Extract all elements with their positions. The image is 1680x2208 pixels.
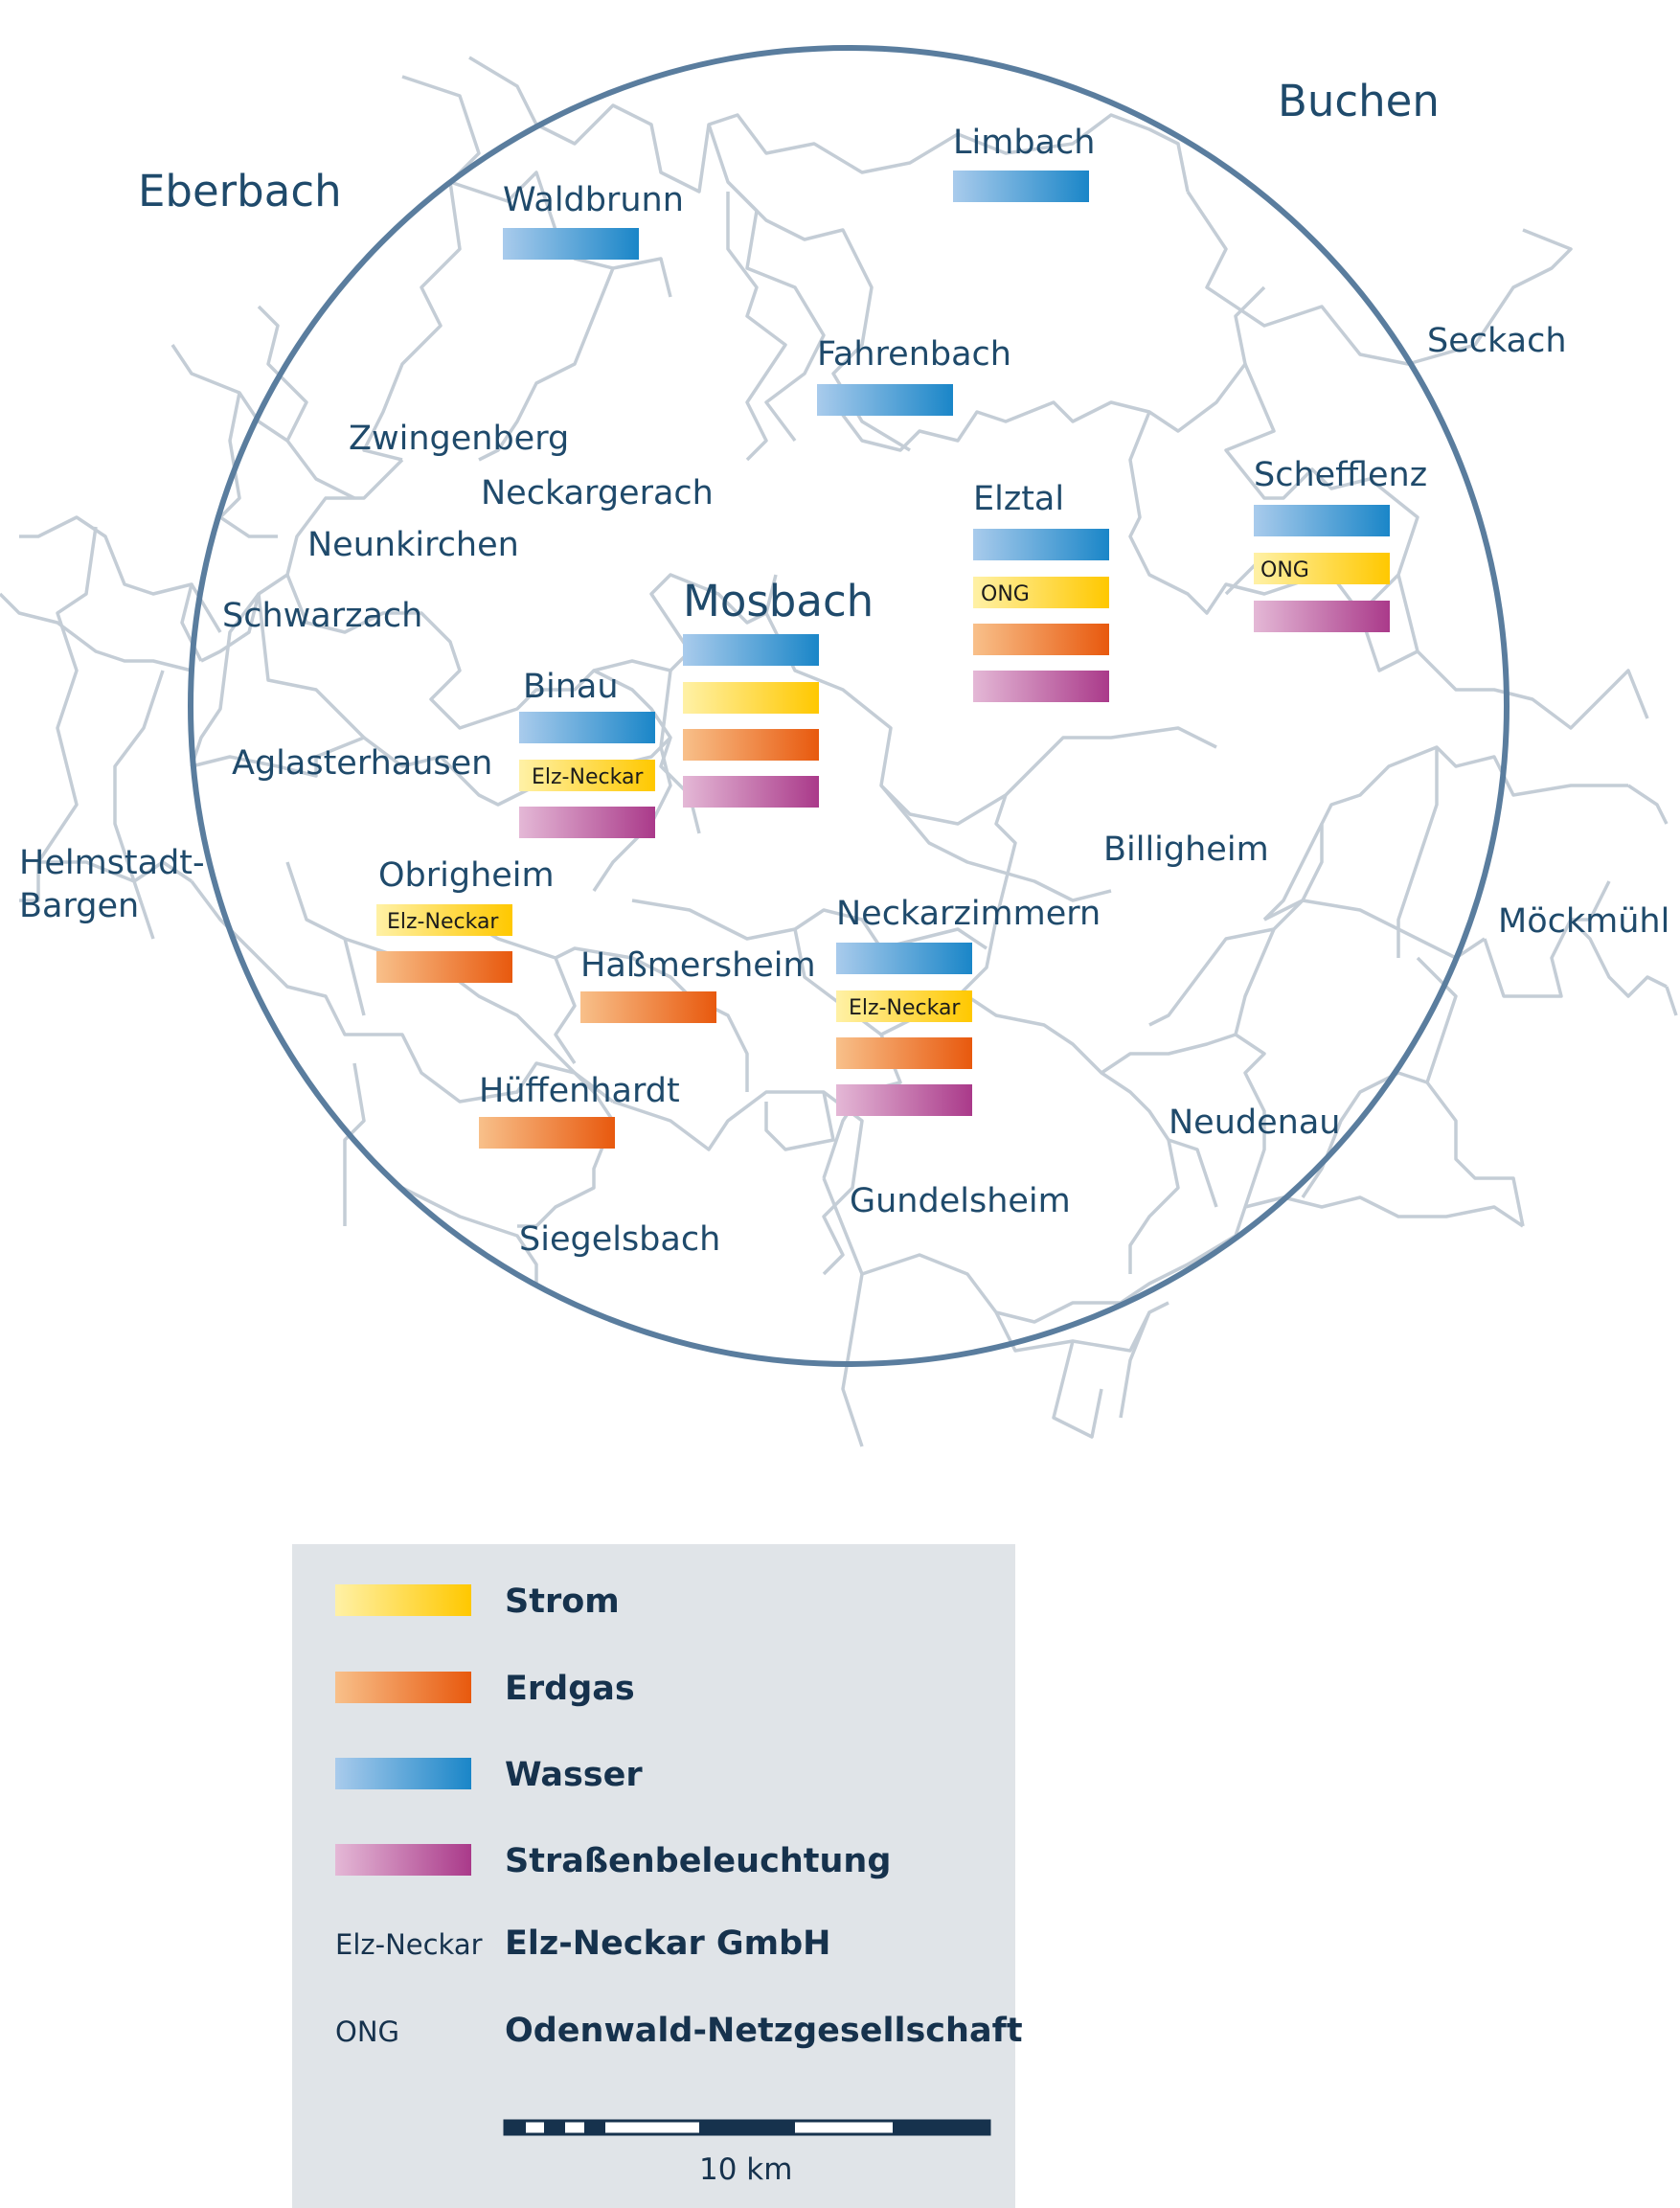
place-waldbrunn: Waldbrunn [503,181,684,219]
legend: Strom Erdgas Wasser Straßenbeleuchtung E… [292,1544,1023,2208]
bar-binau-strom [519,760,655,791]
tag-binau-elz-neckar: Elz-Neckar [532,765,644,789]
legend-label-ong: Odenwald-Netzgesellschaft [505,2012,1023,2050]
bar-schefflenz-strom [1254,553,1390,584]
place-neckarzimmern: Neckarzimmern [836,895,1101,933]
legend-swatch-strassenbeleuchtung [335,1844,471,1876]
service-area-circle [188,45,1510,1367]
bar-limbach-wasser [953,171,1089,202]
place-buchen: Buchen [1278,76,1440,126]
place-seckach: Seckach [1427,322,1567,360]
bar-elztal-strom [973,577,1109,608]
place-zwingenberg: Zwingenberg [349,420,569,458]
bar-mosbach-wasser [683,634,819,666]
legend-swatch-erdgas [335,1672,471,1703]
place-eberbach: Eberbach [138,166,342,216]
bar-mosbach-strom [683,682,819,714]
place-siegelsbach: Siegelsbach [519,1220,720,1259]
place-neunkirchen: Neunkirchen [307,526,519,564]
legend-label-elz-neckar: Elz-Neckar GmbH [505,1924,830,1963]
bar-binau-wasser [519,712,655,743]
place-binau: Binau [523,668,619,706]
place-neudenau: Neudenau [1169,1104,1340,1142]
bar-elztal-strassenbeleuchtung [973,671,1109,702]
place-gundelsheim: Gundelsheim [850,1182,1071,1220]
bar-hueffenhardt-erdgas [479,1117,615,1149]
place-elztal: Elztal [973,480,1064,518]
scale-label: 10 km [699,2152,792,2187]
bar-neckarzimmern-wasser [836,943,972,974]
legend-background [292,1544,1015,2208]
place-helmstadt-line2: Bargen [19,887,139,925]
place-schwarzach: Schwarzach [222,597,422,635]
place-mosbach: Mosbach [683,576,874,626]
place-fahrenbach: Fahrenbach [817,335,1011,374]
place-limbach: Limbach [953,124,1095,162]
bar-neckarzimmern-strom [836,990,972,1022]
bar-mosbach-erdgas [683,729,819,761]
bar-obrigheim-erdgas [376,951,512,983]
place-hassmersheim: Haßmersheim [580,946,816,985]
bar-elztal-erdgas [973,624,1109,655]
bar-mosbach-strassenbeleuchtung [683,776,819,808]
service-bars: ONG ONG Elz-Neckar Elz-Neckar Elz-Neckar [376,171,1390,1149]
bar-hassmersheim-erdgas [580,991,716,1023]
place-hueffenhardt: Hüffenhardt [479,1072,680,1110]
legend-swatch-strom [335,1584,471,1616]
legend-abbr-elz-neckar: Elz-Neckar [335,1928,483,1961]
bar-schefflenz-wasser [1254,505,1390,536]
bar-neckarzimmern-strassenbeleuchtung [836,1084,972,1116]
place-schefflenz: Schefflenz [1254,456,1427,494]
legend-label-erdgas: Erdgas [505,1670,635,1708]
place-obrigheim: Obrigheim [378,856,555,895]
bar-waldbrunn-wasser [503,228,639,260]
legend-label-strom: Strom [505,1582,620,1621]
legend-label-strassenbeleuchtung: Straßenbeleuchtung [505,1842,891,1880]
tag-elztal-ong: ONG [981,582,1030,606]
place-aglasterhausen: Aglasterhausen [232,744,492,783]
place-billigheim: Billigheim [1103,831,1269,869]
place-helmstadt-line1: Helmstadt- [19,844,205,882]
bar-schefflenz-strassenbeleuchtung [1254,601,1390,632]
place-names: Eberbach Buchen Limbach Waldbrunn Seckac… [19,76,1669,1259]
bar-neckarzimmern-erdgas [836,1037,972,1069]
bar-obrigheim-strom [376,904,512,936]
place-moeckmuehl: Möckmühl [1498,902,1669,941]
tag-obrigheim-elz-neckar: Elz-Neckar [387,910,499,934]
bar-fahrenbach-wasser [817,384,953,416]
scale-bar: 10 km [503,2119,991,2187]
legend-swatch-wasser [335,1758,471,1789]
place-neckargerach: Neckargerach [481,474,714,512]
bar-elztal-wasser [973,529,1109,560]
legend-abbr-ong: ONG [335,2015,399,2048]
tag-neckarzimmern-elz-neckar: Elz-Neckar [849,996,961,1020]
tag-schefflenz-ong: ONG [1260,558,1309,582]
bar-binau-strassenbeleuchtung [519,807,655,838]
legend-label-wasser: Wasser [505,1756,643,1794]
